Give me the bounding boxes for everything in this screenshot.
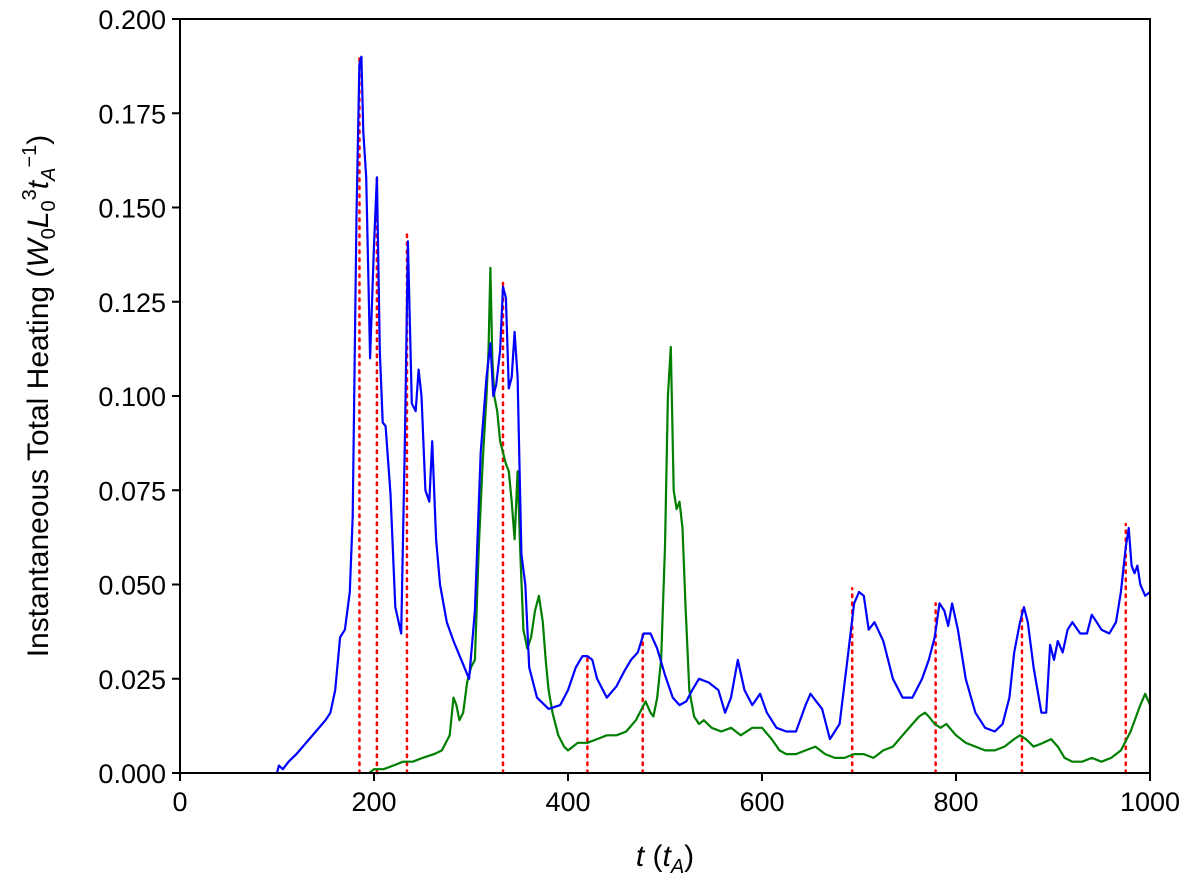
plot-area [275,55,1152,775]
y-axis-label: Instantaneous Total Heating (W0L03tA−1) [19,135,60,658]
x-tick-label: 1000 [1120,787,1180,817]
axis-ticks: 0 200 400 600 800 1000 0.000 0.025 0.050 0.075 0.1… [98,5,1180,817]
axes-frame [179,18,1151,774]
y-tick-label: 0.025 [98,665,166,695]
green-series-line [368,266,1152,774]
y-tick-label: 0.000 [98,759,166,789]
x-axis-label: t (tA) [636,840,694,878]
x-tick-label: 200 [351,787,396,817]
x-tick-label: 800 [933,787,978,817]
blue-series-line [275,55,1151,774]
y-tick-label: 0.050 [98,571,166,601]
x-tick-label: 0 [172,787,187,817]
x-tick-label: 600 [739,787,784,817]
y-tick-label: 0.150 [98,194,166,224]
y-tick-label: 0.125 [98,288,166,318]
y-tick-label: 0.200 [98,5,166,35]
y-tick-label: 0.175 [98,99,166,129]
y-tick-label: 0.075 [98,476,166,506]
x-tick-label: 400 [545,787,590,817]
y-tick-label: 0.100 [98,382,166,412]
